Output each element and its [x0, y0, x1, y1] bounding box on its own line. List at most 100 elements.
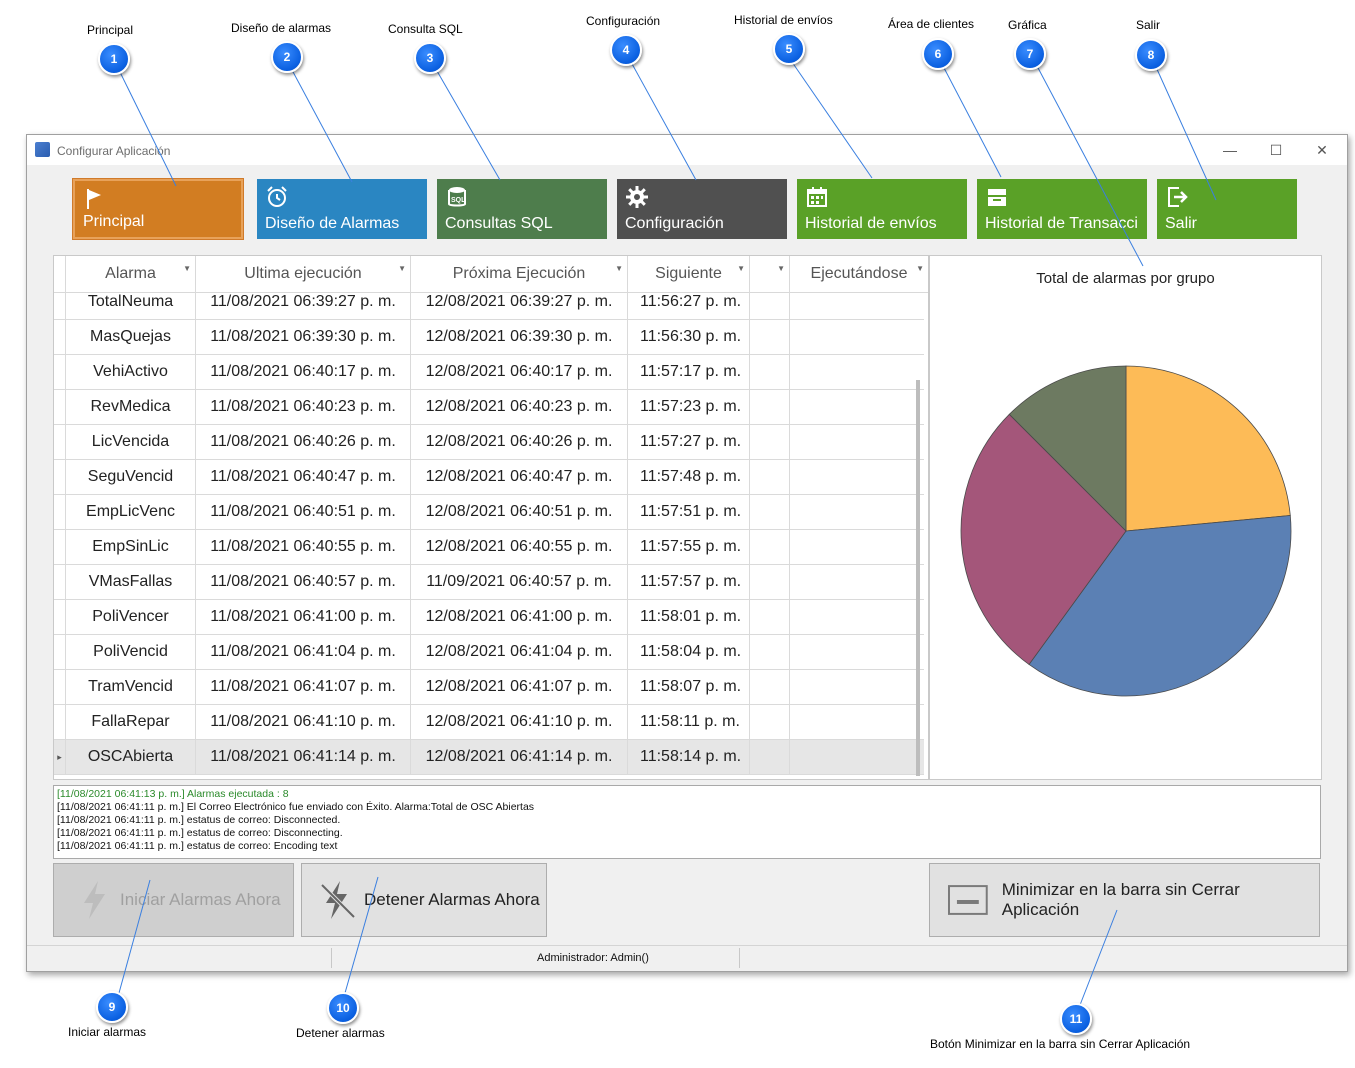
alarm-grid[interactable]: Alarma ▼ Ultima ejecución ▼ Próxima Ejecuc…	[53, 255, 929, 780]
table-cell	[790, 390, 924, 424]
column-header-alarma[interactable]: Alarma ▼	[66, 256, 196, 292]
row-header[interactable]	[54, 460, 66, 494]
row-header[interactable]	[54, 495, 66, 529]
tab-diseno-alarmas[interactable]: Diseño de Alarmas	[257, 179, 427, 239]
minimize-to-tray-label: Minimizar en la barra sin Cerrar Aplicac…	[1001, 880, 1240, 919]
start-alarms-button[interactable]: Iniciar Alarmas Ahora	[53, 863, 294, 937]
row-header[interactable]	[54, 705, 66, 739]
callout-label-grafica: Gráfica	[1008, 18, 1047, 32]
row-header[interactable]	[54, 635, 66, 669]
table-row[interactable]: RevMedica 11/08/2021 06:40:23 p. m. 12/08/…	[54, 390, 924, 425]
table-cell: TramVencid	[66, 670, 196, 704]
pie-slice	[960, 413, 1127, 666]
alarm-clock-icon	[267, 186, 287, 207]
row-header[interactable]	[54, 320, 66, 354]
table-cell: OSCAbierta	[66, 740, 196, 774]
vertical-scrollbar[interactable]	[916, 380, 920, 776]
column-header-siguiente[interactable]: Siguiente ▼	[628, 256, 750, 292]
gear-icon	[626, 186, 648, 208]
callout-label-clientes: Área de clientes	[888, 17, 975, 31]
tab-salir[interactable]: Salir	[1157, 179, 1297, 239]
table-row[interactable]: ▸ OSCAbierta 11/08/2021 06:41:14 p. m. 12/0…	[54, 740, 924, 775]
log-line: [11/08/2021 06:41:11 p. m.] estatus de c…	[57, 827, 343, 839]
table-cell	[790, 565, 924, 599]
row-header[interactable]	[54, 670, 66, 704]
table-cell: 11/08/2021 06:40:51 p. m.	[196, 495, 411, 529]
table-cell	[790, 320, 924, 354]
table-row[interactable]: LicVencida 11/08/2021 06:40:26 p. m. 12/08…	[54, 425, 924, 460]
log-panel[interactable]: [11/08/2021 06:41:13 p. m.] Alarmas ejec…	[53, 785, 1321, 859]
table-cell: 11/08/2021 06:40:57 p. m.	[196, 565, 411, 599]
table-row[interactable]: MasQuejas 11/08/2021 06:39:30 p. m. 12/08/…	[54, 320, 924, 355]
filter-icon[interactable]: ▼	[916, 264, 924, 273]
table-row[interactable]: PoliVencid 11/08/2021 06:41:04 p. m. 12/08…	[54, 635, 924, 670]
callout-marker-4: 4	[610, 34, 642, 66]
table-row[interactable]: TramVencid 11/08/2021 06:41:07 p. m. 12/08…	[54, 670, 924, 705]
filter-icon[interactable]: ▼	[737, 264, 745, 273]
callout-marker-3: 3	[414, 42, 446, 74]
filter-icon[interactable]: ▼	[398, 264, 406, 273]
row-header[interactable]	[54, 565, 66, 599]
table-row[interactable]: VehiActivo 11/08/2021 06:40:17 p. m. 12/08…	[54, 355, 924, 390]
title-bar[interactable]: Configurar Aplicación — ☐ ✕	[27, 135, 1347, 165]
table-cell: EmpSinLic	[66, 530, 196, 564]
column-header-ultima[interactable]: Ultima ejecución ▼	[196, 256, 411, 292]
lightning-off-icon	[320, 881, 356, 919]
table-cell	[790, 530, 924, 564]
table-row[interactable]: VMasFallas 11/08/2021 06:40:57 p. m. 11/09…	[54, 565, 924, 600]
column-header-proxima[interactable]: Próxima Ejecución ▼	[411, 256, 628, 292]
table-cell: 12/08/2021 06:41:10 p. m.	[411, 705, 628, 739]
table-cell: 11:58:01 p. m.	[628, 600, 750, 634]
table-cell	[750, 285, 790, 319]
status-divider	[739, 948, 740, 968]
tab-consultas-sql[interactable]: SQL Consultas SQL	[437, 179, 607, 239]
tab-configuracion[interactable]: Configuración	[617, 179, 787, 239]
minimize-to-tray-button[interactable]: Minimizar en la barra sin Cerrar Aplicac…	[929, 863, 1320, 937]
maximize-window-button[interactable]: ☐	[1269, 141, 1283, 158]
column-header-label: Alarma	[105, 265, 156, 282]
minimize-window-button[interactable]: —	[1223, 142, 1237, 158]
table-row[interactable]: EmpLicVenc 11/08/2021 06:40:51 p. m. 12/08…	[54, 495, 924, 530]
tab-principal[interactable]: Principal	[73, 179, 243, 239]
callout-label-principal: Principal	[87, 23, 134, 37]
column-header-blank[interactable]: ▼	[750, 256, 790, 292]
row-header[interactable]	[54, 355, 66, 389]
table-row[interactable]: EmpSinLic 11/08/2021 06:40:55 p. m. 12/08/…	[54, 530, 924, 565]
tab-historial-envios[interactable]: Historial de envíos	[797, 179, 967, 239]
callout-label-minimizar: Botón Minimizar en la barra sin Cerrar A…	[930, 1037, 1191, 1051]
tab-salir-label: Salir	[1165, 215, 1198, 232]
table-cell	[790, 635, 924, 669]
table-cell	[750, 670, 790, 704]
filter-icon[interactable]: ▼	[615, 264, 623, 273]
close-window-button[interactable]: ✕	[1316, 141, 1328, 158]
table-cell: 11/08/2021 06:40:26 p. m.	[196, 425, 411, 459]
table-row[interactable]: FallaRepar 11/08/2021 06:41:10 p. m. 12/08…	[54, 705, 924, 740]
tab-historial-transacciones[interactable]: Historial de Transacci...	[977, 179, 1147, 239]
table-cell: 11:58:11 p. m.	[628, 705, 750, 739]
table-row[interactable]: PoliVencer 11/08/2021 06:41:00 p. m. 12/08…	[54, 600, 924, 635]
filter-icon[interactable]: ▼	[183, 264, 191, 273]
row-header-column	[54, 256, 66, 292]
filter-icon[interactable]: ▼	[777, 264, 785, 273]
column-header-ejecutandose[interactable]: Ejecutándose ▼	[790, 256, 928, 292]
row-header[interactable]: ▸	[54, 740, 66, 774]
row-header[interactable]	[54, 425, 66, 459]
table-cell: SeguVencid	[66, 460, 196, 494]
row-header[interactable]	[54, 530, 66, 564]
row-header[interactable]	[54, 600, 66, 634]
table-cell: 12/08/2021 06:41:04 p. m.	[411, 635, 628, 669]
table-cell: EmpLicVenc	[66, 495, 196, 529]
log-line: [11/08/2021 06:41:11 p. m.] estatus de c…	[57, 840, 338, 852]
table-cell	[790, 425, 924, 459]
table-row[interactable]: TotalNeuma 11/08/2021 06:39:27 p. m. 12/08…	[54, 285, 924, 320]
tab-configuracion-label: Configuración	[625, 215, 724, 232]
row-header[interactable]	[54, 390, 66, 424]
table-cell	[750, 740, 790, 774]
table-row[interactable]: SeguVencid 11/08/2021 06:40:47 p. m. 12/08…	[54, 460, 924, 495]
stop-alarms-button[interactable]: Detener Alarmas Ahora	[301, 863, 547, 937]
callout-marker-7: 7	[1014, 38, 1046, 70]
row-header[interactable]	[54, 285, 66, 319]
table-cell: 11:57:17 p. m.	[628, 355, 750, 389]
table-cell: 11/08/2021 06:41:00 p. m.	[196, 600, 411, 634]
table-cell: 11:57:48 p. m.	[628, 460, 750, 494]
